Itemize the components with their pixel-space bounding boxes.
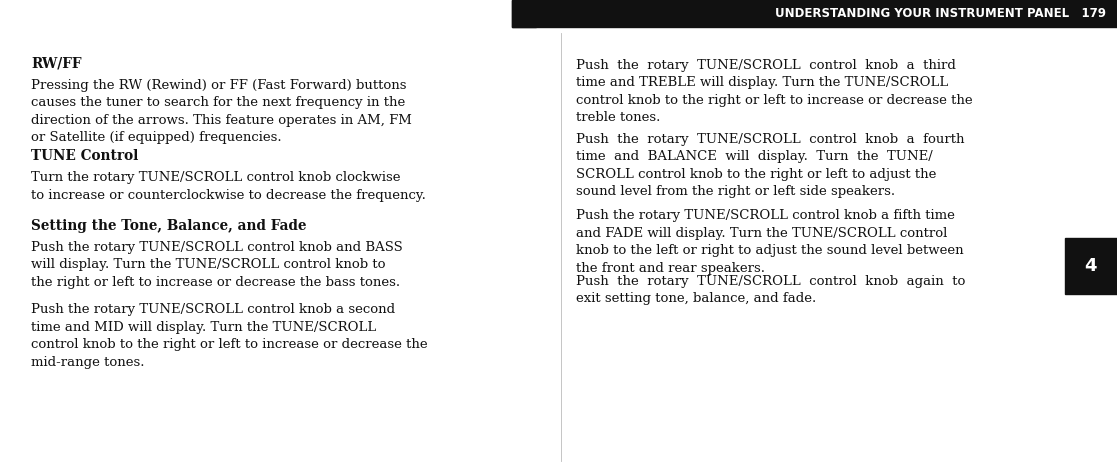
Text: Push  the  rotary  TUNE/SCROLL  control  knob  a  third
time and TREBLE will dis: Push the rotary TUNE/SCROLL control knob… <box>576 59 973 124</box>
Text: 4: 4 <box>1085 257 1097 275</box>
Text: Push the rotary TUNE/SCROLL control knob a fifth time
and FADE will display. Tur: Push the rotary TUNE/SCROLL control knob… <box>576 209 964 274</box>
Text: UNDERSTANDING YOUR INSTRUMENT PANEL   179: UNDERSTANDING YOUR INSTRUMENT PANEL 179 <box>775 7 1106 20</box>
Bar <box>512 0 1117 27</box>
Bar <box>512 0 536 27</box>
Text: Push the rotary TUNE/SCROLL control knob and BASS
will display. Turn the TUNE/SC: Push the rotary TUNE/SCROLL control knob… <box>31 241 403 289</box>
Text: Push  the  rotary  TUNE/SCROLL  control  knob  again  to
exit setting tone, bala: Push the rotary TUNE/SCROLL control knob… <box>576 275 966 306</box>
Text: Setting the Tone, Balance, and Fade: Setting the Tone, Balance, and Fade <box>31 219 307 233</box>
Text: Pressing the RW (Rewind) or FF (Fast Forward) buttons
causes the tuner to search: Pressing the RW (Rewind) or FF (Fast For… <box>31 79 412 144</box>
Text: RW/FF: RW/FF <box>31 56 82 70</box>
Bar <box>1065 238 1117 294</box>
Text: Push  the  rotary  TUNE/SCROLL  control  knob  a  fourth
time  and  BALANCE  wil: Push the rotary TUNE/SCROLL control knob… <box>576 133 965 198</box>
Text: Turn the rotary TUNE/SCROLL control knob clockwise
to increase or counterclockwi: Turn the rotary TUNE/SCROLL control knob… <box>31 171 427 202</box>
Text: Push the rotary TUNE/SCROLL control knob a second
time and MID will display. Tur: Push the rotary TUNE/SCROLL control knob… <box>31 303 428 368</box>
Text: TUNE Control: TUNE Control <box>31 149 139 164</box>
